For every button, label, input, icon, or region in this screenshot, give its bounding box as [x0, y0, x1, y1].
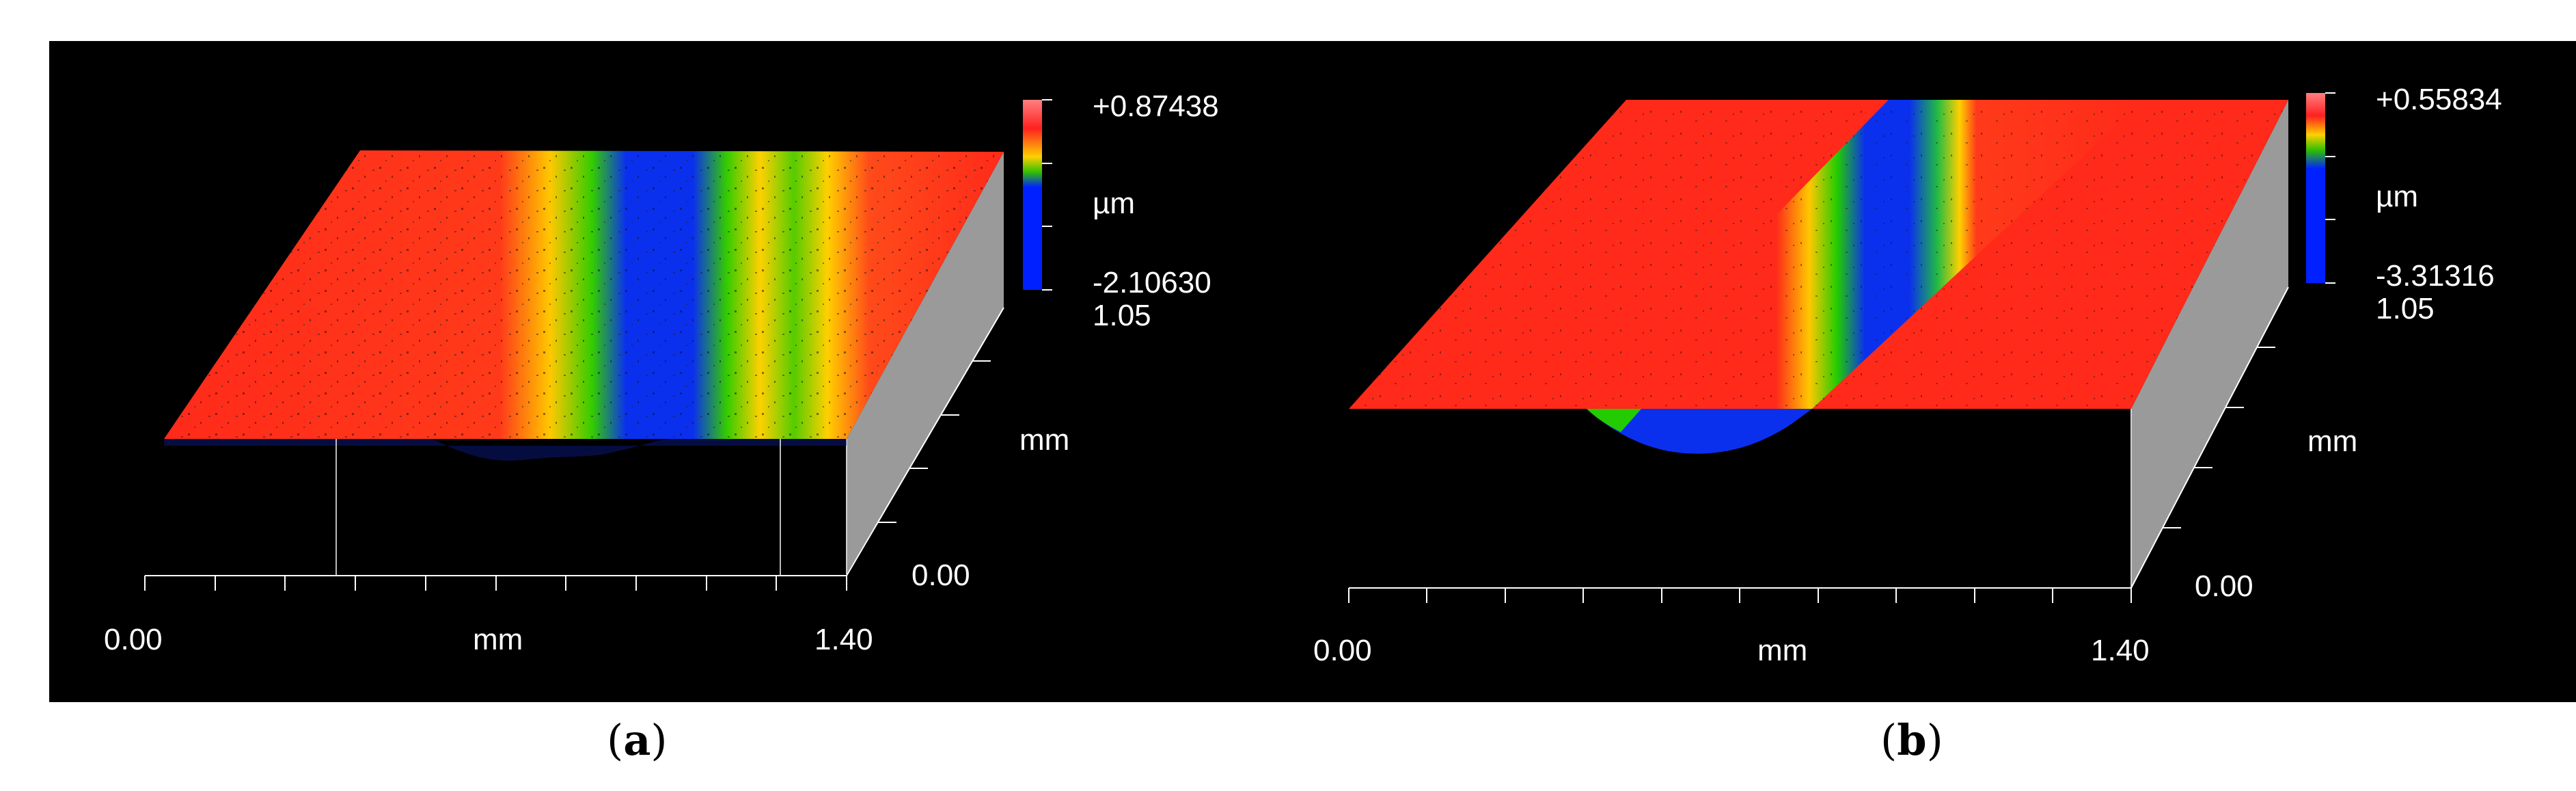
x-unit-label: mm: [1757, 634, 1807, 667]
scale-unit-label: µm: [2376, 180, 2418, 213]
scale-unit-label: µm: [1093, 187, 1135, 220]
x-end-label: 1.40: [2091, 634, 2150, 667]
x-axis: [1348, 587, 2132, 603]
color-scale-bar: [1023, 100, 1042, 290]
caption-a-letter: a: [623, 715, 651, 765]
y-unit-label: mm: [1019, 423, 1069, 457]
panel-b: +0.55834 µm -3.31316 1.05 mm 0.00 0.00 m…: [1286, 41, 2576, 702]
figure-panels: +0.87438 µm -2.10630 1.05 mm 0.00 0.00 m…: [49, 41, 2576, 702]
x-end-label: 1.40: [814, 623, 873, 656]
caption-b: (b): [1880, 715, 1943, 765]
surface-plot-a: +0.87438 µm -2.10630 1.05 mm 0.00 0.00 m…: [104, 90, 1219, 656]
y-origin-label: 0.00: [912, 559, 970, 592]
y-axis: [846, 307, 1004, 576]
caption-a: (a): [607, 715, 668, 765]
x-start-label: 0.00: [1313, 634, 1372, 667]
scale-min-label: -3.31316: [2376, 259, 2495, 293]
groove-front-edge: [164, 439, 847, 461]
scale-max-label: +0.55834: [2376, 83, 2502, 116]
scale-max-label: +0.87438: [1093, 90, 1219, 123]
x-axis: [144, 575, 847, 591]
y-axis: [2130, 286, 2289, 589]
caption-b-letter: b: [1897, 715, 1927, 765]
y-extent-label: 1.05: [1093, 299, 1151, 332]
scale-min-label: -2.10630: [1093, 266, 1211, 299]
y-extent-label: 1.05: [2376, 292, 2435, 325]
y-unit-label: mm: [2307, 425, 2357, 458]
surface-plot-b: +0.55834 µm -3.31316 1.05 mm 0.00 0.00 m…: [1313, 83, 2502, 667]
groove-front-dip: [1587, 409, 1812, 454]
side-wall: [847, 152, 1004, 574]
x-start-label: 0.00: [104, 623, 163, 656]
y-origin-label: 0.00: [2195, 569, 2253, 603]
panel-a: +0.87438 µm -2.10630 1.05 mm 0.00 0.00 m…: [49, 41, 1286, 702]
color-scale-bar: [2306, 93, 2325, 283]
x-unit-label: mm: [473, 623, 523, 656]
side-wall: [2131, 100, 2288, 588]
